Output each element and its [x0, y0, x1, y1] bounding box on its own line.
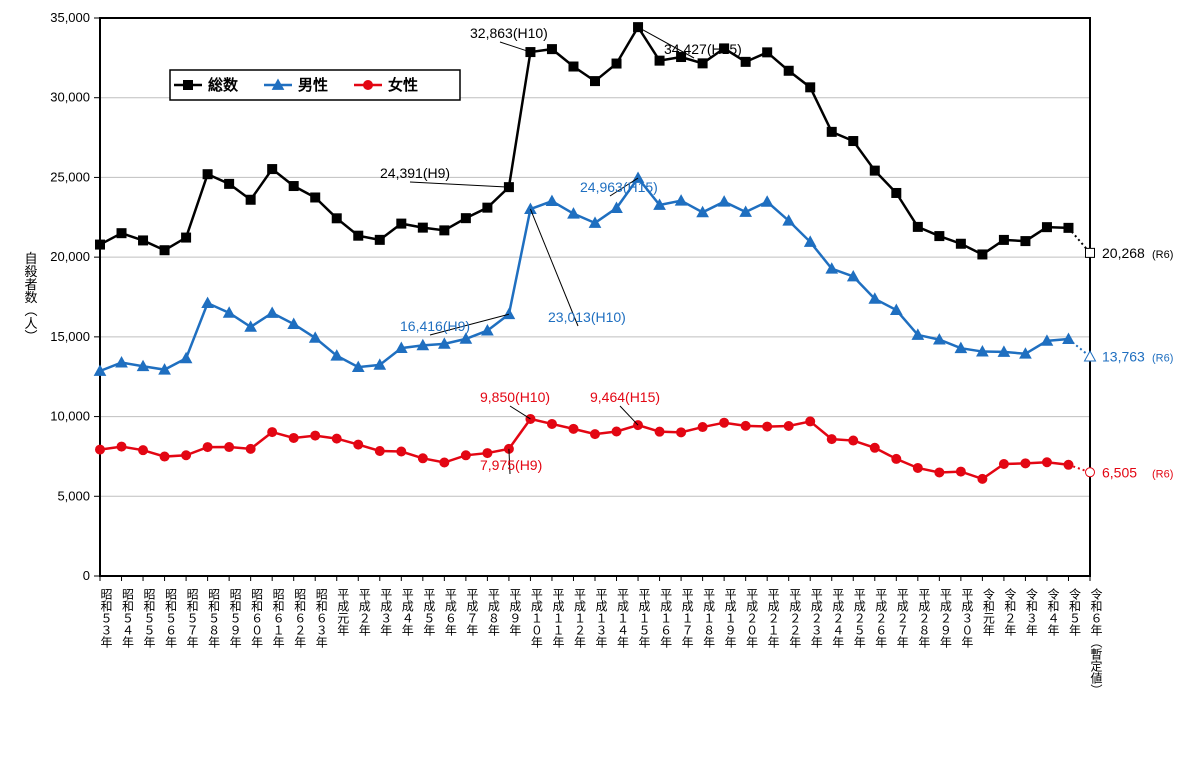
- x-tick-label: 昭和５４年: [121, 588, 135, 648]
- x-tick-label: 平成２４年: [831, 588, 845, 648]
- x-tick-label: 平成１２年: [572, 588, 586, 648]
- y-tick-label: 20,000: [50, 249, 90, 264]
- x-tick-label: 平成２０年: [745, 588, 759, 648]
- svg-text:13,763: 13,763: [1102, 349, 1145, 365]
- svg-text:(R6): (R6): [1152, 468, 1173, 480]
- y-tick-label: 0: [83, 568, 90, 583]
- y-tick-label: 15,000: [50, 329, 90, 344]
- y-tick-label: 5,000: [57, 488, 90, 503]
- x-tick-label: 平成３年: [379, 588, 393, 636]
- x-tick-label: 平成１１年: [551, 588, 565, 648]
- x-tick-label: 平成１６年: [659, 588, 673, 648]
- annotation: 23,013(H10): [548, 309, 626, 325]
- x-tick-label: 平成２７年: [895, 588, 909, 648]
- x-tick-label: 平成５年: [422, 588, 436, 636]
- x-tick-label: 昭和５５年: [142, 588, 156, 648]
- annotation: 34,427(H15): [664, 41, 742, 57]
- annotation: 9,850(H10): [480, 389, 550, 405]
- x-tick-label: 昭和５８年: [207, 588, 221, 648]
- y-tick-label: 10,000: [50, 409, 90, 424]
- annotation: 7,975(H9): [480, 457, 542, 473]
- x-tick-label: 平成１０年: [529, 588, 543, 648]
- svg-text:(R6): (R6): [1152, 249, 1173, 261]
- x-tick-label: 令和２年: [1003, 587, 1017, 636]
- svg-text:20,268: 20,268: [1102, 245, 1145, 261]
- x-tick-label: 平成９年: [508, 588, 522, 636]
- x-tick-label: 昭和６０年: [250, 588, 264, 648]
- x-tick-label: 昭和６２年: [293, 588, 307, 648]
- x-tick-label: 平成元年: [336, 588, 350, 636]
- x-tick-label: 昭和６１年: [271, 588, 285, 648]
- y-tick-label: 25,000: [50, 169, 90, 184]
- x-tick-label: 昭和５９年: [228, 588, 242, 648]
- x-tick-label: 平成２５年: [852, 588, 866, 648]
- annotation: 24,963(H15): [580, 179, 658, 195]
- x-tick-label: 平成２６年: [874, 588, 888, 648]
- annotation: 24,391(H9): [380, 165, 450, 181]
- x-tick-label: 昭和５６年: [164, 588, 178, 648]
- y-axis-title: 自殺者数（人）: [23, 252, 38, 343]
- x-tick-label: 平成２年: [357, 588, 371, 636]
- y-tick-label: 35,000: [50, 10, 90, 25]
- x-tick-label: 平成７年: [465, 588, 479, 636]
- x-tick-label: 平成１９年: [723, 588, 737, 648]
- x-tick-label: 平成２８年: [917, 588, 931, 648]
- x-tick-label: 平成４年: [400, 588, 414, 636]
- x-tick-label: 平成８年: [486, 588, 500, 636]
- x-tick-label: 平成１８年: [702, 588, 716, 648]
- x-tick-label: 令和元年: [981, 587, 995, 636]
- svg-text:6,505: 6,505: [1102, 464, 1137, 480]
- legend-label: 女性: [388, 76, 418, 94]
- x-tick-label: 平成２３年: [809, 588, 823, 648]
- x-tick-label: 平成６年: [443, 588, 457, 636]
- x-tick-label: 令和３年: [1024, 587, 1038, 636]
- x-tick-label: 平成２１年: [766, 588, 780, 648]
- suicide-trend-chart: 0 5,000 10,000 15,000 20,000 25,000 30,000 35,0…: [0, 0, 1200, 766]
- x-tick-label: 昭和６３年: [314, 588, 328, 648]
- x-tick-label: 平成２９年: [938, 588, 952, 648]
- x-tick-label: 平成１４年: [616, 588, 630, 648]
- legend-label: 総数: [208, 76, 239, 94]
- legend-label: 男性: [298, 76, 328, 94]
- x-tick-label: 令和６年（暫定値）: [1089, 587, 1103, 696]
- x-tick-label: 令和４年: [1046, 587, 1060, 636]
- x-tick-label: 昭和５７年: [185, 588, 199, 648]
- x-tick-label: 平成２２年: [788, 588, 802, 648]
- y-tick-label: 30,000: [50, 90, 90, 105]
- x-tick-label: 平成１７年: [680, 588, 694, 648]
- x-tick-label: 令和５年: [1067, 587, 1081, 636]
- x-tick-label: 平成３０年: [960, 588, 974, 648]
- x-tick-label: 平成１５年: [637, 588, 651, 648]
- x-tick-label: 平成１３年: [594, 588, 608, 648]
- annotation: 9,464(H15): [590, 389, 660, 405]
- annotation: 32,863(H10): [470, 25, 548, 41]
- x-tick-label: 昭和５３年: [99, 588, 113, 648]
- annotation: 16,416(H9): [400, 318, 470, 334]
- svg-text:(R6): (R6): [1152, 353, 1173, 365]
